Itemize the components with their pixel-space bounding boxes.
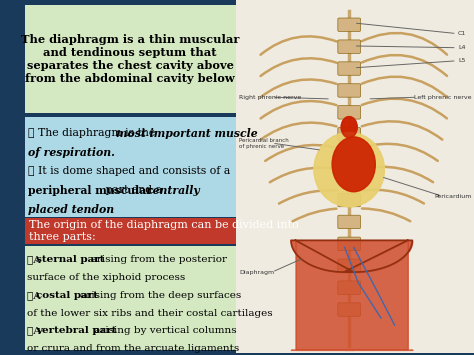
FancyBboxPatch shape (25, 5, 236, 113)
Text: C1: C1 (458, 31, 466, 36)
Ellipse shape (332, 137, 375, 192)
Text: surface of the xiphoid process: surface of the xiphoid process (27, 273, 186, 282)
Text: placed tendon: placed tendon (28, 204, 114, 215)
Text: vertebral part: vertebral part (36, 326, 117, 335)
Ellipse shape (341, 116, 357, 138)
Ellipse shape (314, 132, 384, 207)
Text: ➤A: ➤A (27, 326, 45, 335)
Text: Pericardium: Pericardium (434, 193, 472, 199)
Text: or crura and from the arcuate ligaments: or crura and from the arcuate ligaments (27, 344, 240, 353)
Text: centrally: centrally (146, 185, 200, 196)
Text: of respiration.: of respiration. (28, 147, 115, 158)
Ellipse shape (341, 116, 357, 138)
Text: Right phrenic nerve: Right phrenic nerve (239, 95, 301, 100)
FancyBboxPatch shape (25, 116, 236, 217)
Text: of the lower six ribs and their costal cartilages: of the lower six ribs and their costal c… (27, 308, 273, 317)
Text: : arising from the posterior: : arising from the posterior (84, 256, 227, 264)
FancyBboxPatch shape (338, 303, 361, 316)
Text: ➤ The diaphragm is the: ➤ The diaphragm is the (28, 128, 159, 138)
FancyBboxPatch shape (338, 281, 361, 294)
FancyBboxPatch shape (25, 218, 236, 244)
Text: peripheral muscular: peripheral muscular (28, 185, 152, 196)
Ellipse shape (314, 132, 384, 207)
FancyBboxPatch shape (338, 237, 361, 251)
FancyBboxPatch shape (338, 171, 361, 185)
Text: ➤ It is dome shaped and consists of a: ➤ It is dome shaped and consists of a (28, 166, 230, 176)
FancyBboxPatch shape (236, 0, 474, 353)
FancyBboxPatch shape (338, 62, 361, 75)
FancyBboxPatch shape (338, 193, 361, 207)
Text: L5: L5 (458, 58, 465, 63)
Text: ➤A: ➤A (27, 256, 45, 264)
Text: costal part: costal part (36, 291, 99, 300)
Text: s̲t̲e̲r̲n̲a̲l̲ ̲p̲a̲r̲t̲: s̲t̲e̲r̲n̲a̲l̲ ̲p̲a̲r̲t̲ (36, 256, 105, 264)
Text: arising from the deep surfaces: arising from the deep surfaces (77, 291, 242, 300)
Text: part and a: part and a (102, 185, 165, 195)
FancyBboxPatch shape (338, 149, 361, 163)
Text: arising by vertical columns: arising by vertical columns (91, 326, 237, 335)
FancyBboxPatch shape (338, 127, 361, 141)
Text: The origin of the diaphragm can be divided into
three parts:: The origin of the diaphragm can be divid… (29, 220, 299, 242)
FancyBboxPatch shape (338, 40, 361, 53)
Text: Diaphragm: Diaphragm (239, 269, 274, 275)
Text: L4: L4 (458, 45, 465, 50)
Text: most important muscle: most important muscle (116, 128, 258, 139)
FancyBboxPatch shape (338, 215, 361, 229)
Text: Left phrenic nerve: Left phrenic nerve (414, 95, 472, 100)
FancyBboxPatch shape (338, 259, 361, 272)
FancyBboxPatch shape (338, 106, 361, 119)
Ellipse shape (332, 137, 375, 192)
Text: The diaphragm is a thin muscular
and tendinous septum that
separates the chest c: The diaphragm is a thin muscular and ten… (21, 34, 239, 84)
Text: ➤A: ➤A (27, 291, 45, 300)
FancyBboxPatch shape (338, 84, 361, 97)
Text: sternal part: sternal part (36, 256, 105, 264)
FancyBboxPatch shape (25, 246, 236, 350)
Text: Pericardial branch
of phrenic nerve: Pericardial branch of phrenic nerve (239, 138, 289, 148)
FancyBboxPatch shape (338, 18, 361, 32)
